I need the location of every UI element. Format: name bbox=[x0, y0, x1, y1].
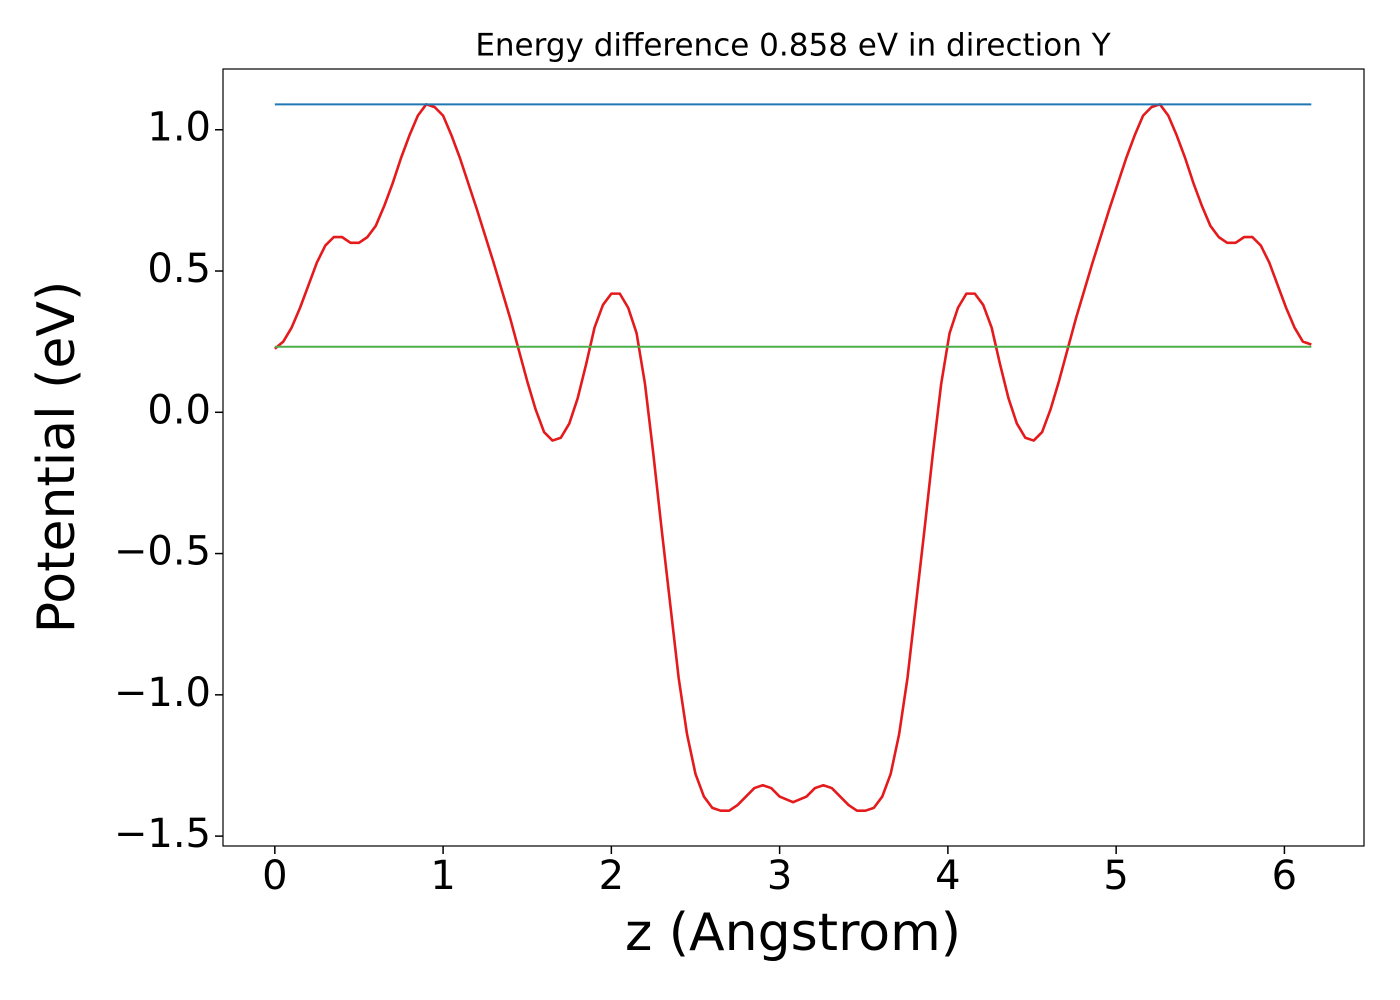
y-tick-label: 1.0 bbox=[147, 105, 211, 151]
y-tick-label: 0.5 bbox=[147, 246, 211, 292]
y-tick-label: 0.0 bbox=[147, 387, 211, 433]
x-tick-label: 0 bbox=[262, 853, 287, 899]
x-axis-label: z (Angstrom) bbox=[625, 903, 961, 963]
x-tick-label: 6 bbox=[1272, 853, 1297, 899]
x-tick-label: 2 bbox=[599, 853, 624, 899]
y-tick-label: −1.0 bbox=[114, 670, 211, 716]
x-tick-label: 1 bbox=[430, 853, 455, 899]
x-tick-label: 4 bbox=[935, 853, 960, 899]
y-tick-label: −0.5 bbox=[114, 529, 211, 575]
chart-title: Energy difference 0.858 eV in direction … bbox=[475, 28, 1110, 64]
y-axis-label: Potential (eV) bbox=[27, 281, 87, 633]
x-tick-label: 5 bbox=[1103, 853, 1128, 899]
series-line bbox=[273, 103, 1312, 812]
plot-frame bbox=[222, 68, 1365, 847]
x-tick-label: 3 bbox=[767, 853, 792, 899]
y-tick-label: −1.5 bbox=[114, 811, 211, 857]
